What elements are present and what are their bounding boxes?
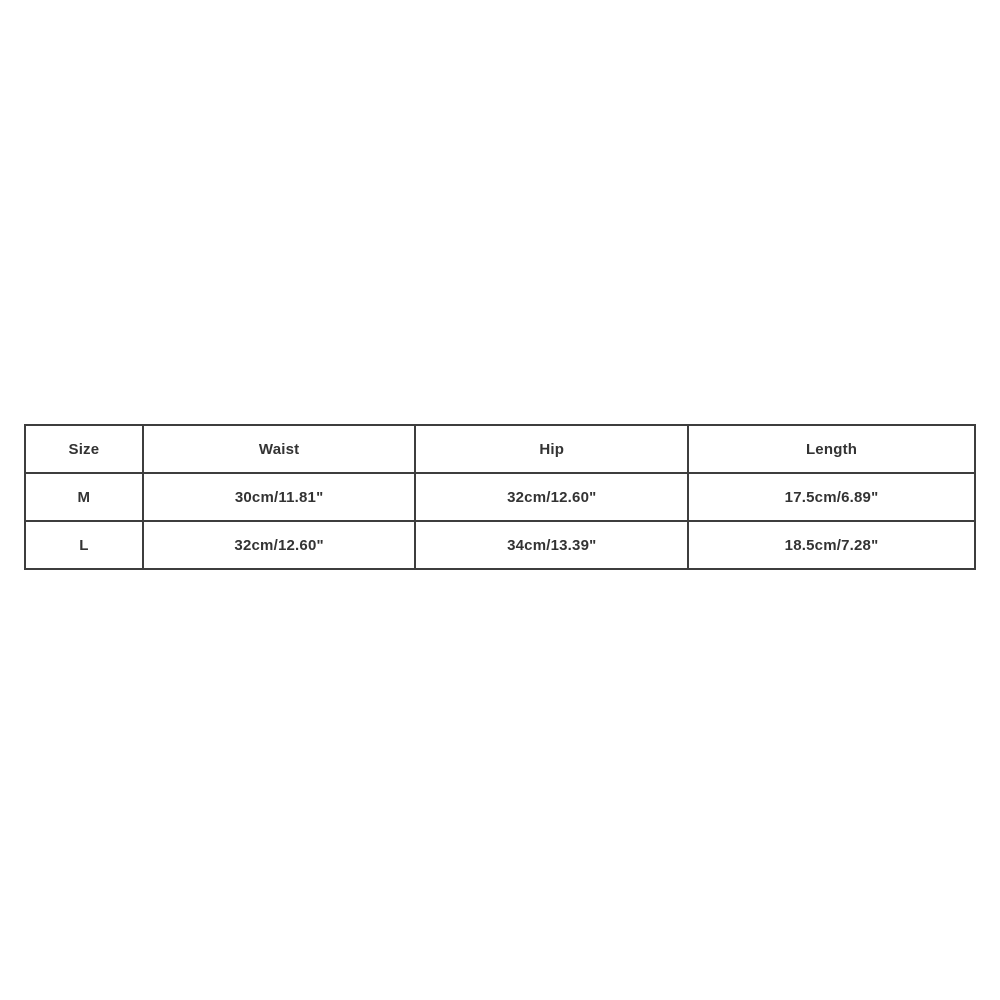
cell-size-l: L — [24, 520, 144, 570]
column-header-hip: Hip — [414, 424, 690, 474]
cell-waist-l: 32cm/12.60" — [141, 520, 417, 570]
cell-length-l: 18.5cm/7.28" — [687, 520, 976, 570]
table-row-m: M 30cm/11.81" 32cm/12.60" 17.5cm/6.89" — [24, 472, 976, 522]
cell-waist-m: 30cm/11.81" — [141, 472, 417, 522]
cell-length-m: 17.5cm/6.89" — [687, 472, 976, 522]
column-header-length: Length — [687, 424, 976, 474]
header-row: Size Waist Hip Length — [24, 424, 976, 474]
cell-hip-m: 32cm/12.60" — [414, 472, 690, 522]
column-header-waist: Waist — [141, 424, 417, 474]
table-row-l: L 32cm/12.60" 34cm/13.39" 18.5cm/7.28" — [24, 520, 976, 570]
column-header-size: Size — [24, 424, 144, 474]
cell-hip-l: 34cm/13.39" — [414, 520, 690, 570]
size-chart-table: Size Waist Hip Length M 30cm/11.81" 32cm… — [24, 424, 976, 570]
cell-size-m: M — [24, 472, 144, 522]
